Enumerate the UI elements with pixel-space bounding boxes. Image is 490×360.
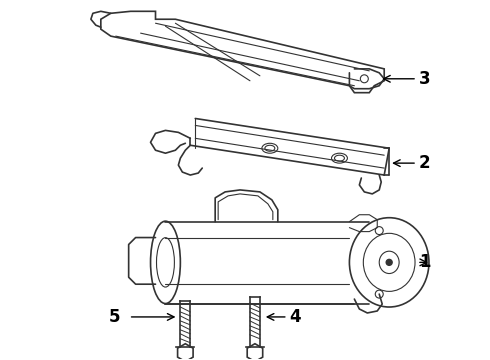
Text: 4: 4 [290,308,301,326]
Text: 1: 1 [419,253,431,271]
Text: 3: 3 [419,70,431,88]
Circle shape [386,260,392,265]
Text: 2: 2 [419,154,431,172]
Text: 5: 5 [109,308,121,326]
